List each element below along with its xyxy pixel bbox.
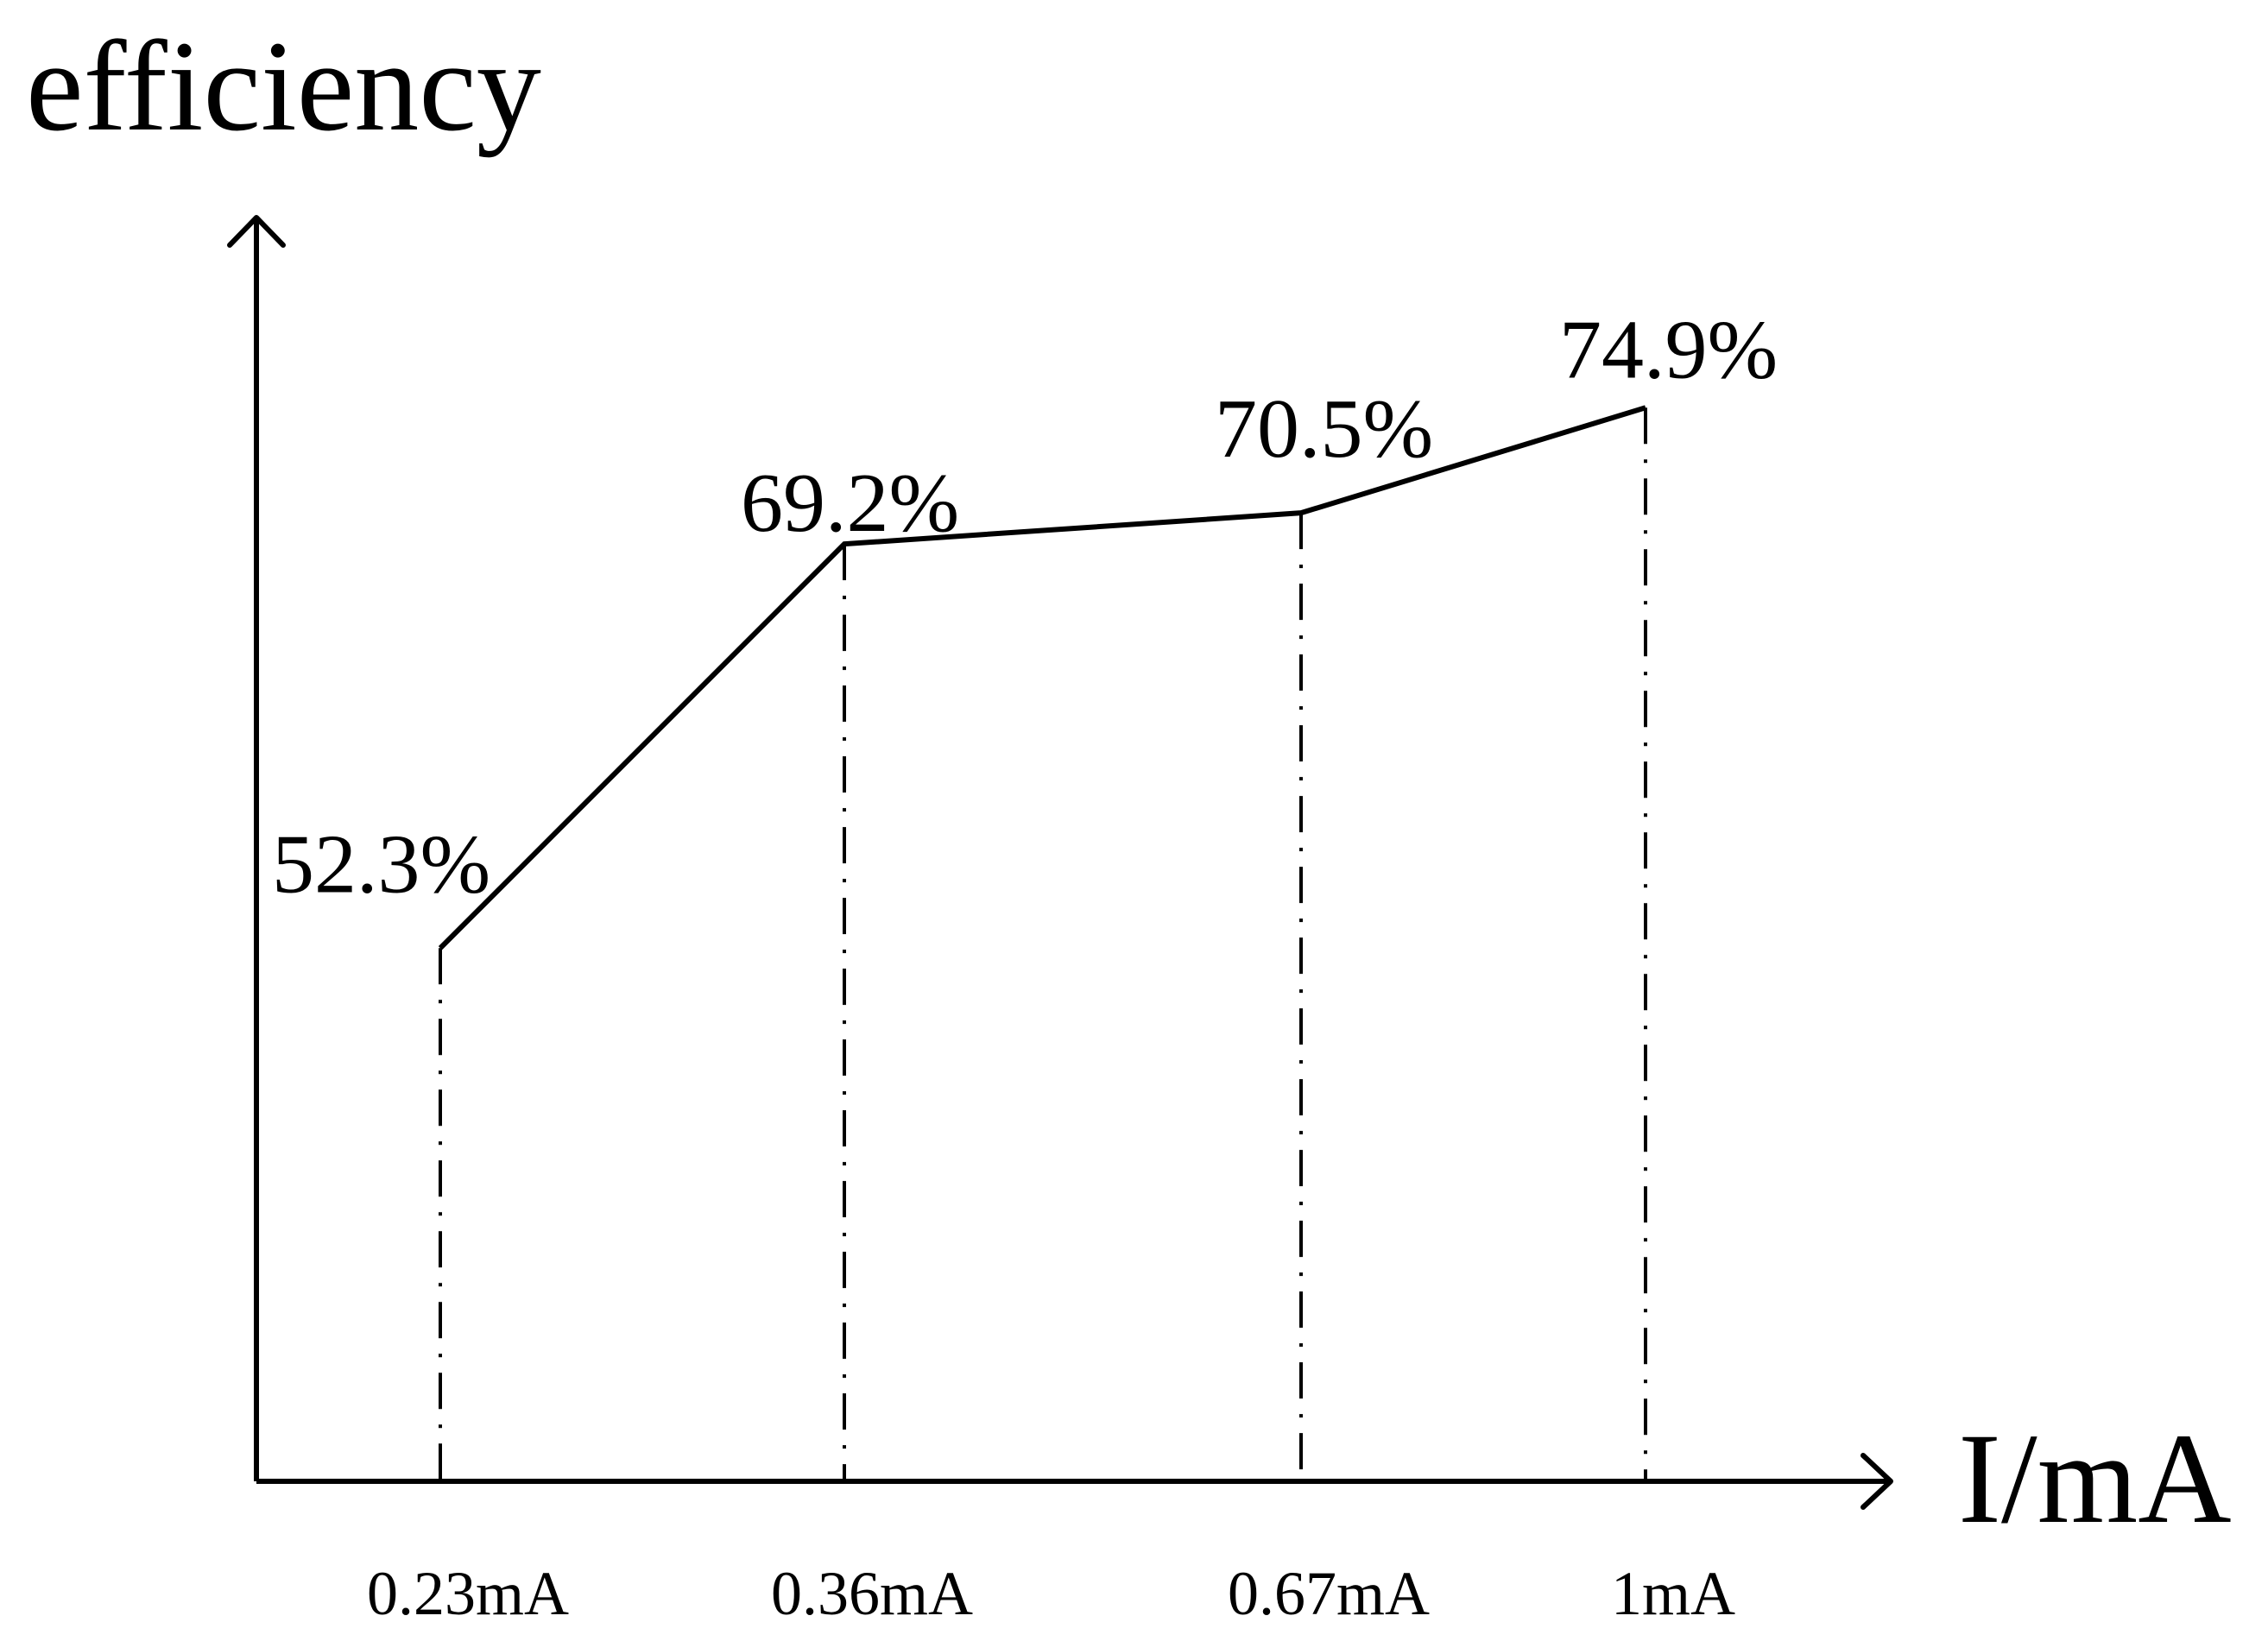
x-tick-label-3: 0.67mA bbox=[1228, 1559, 1430, 1628]
data-label-1: 52.3% bbox=[272, 817, 490, 911]
x-tick-labels: 0.23mA 0.36mA 0.67mA 1mA bbox=[367, 1559, 1735, 1628]
x-axis-title: I/mA bbox=[1958, 1407, 2232, 1550]
series-line-efficiency bbox=[438, 405, 1646, 950]
x-tick-label-1: 0.23mA bbox=[367, 1559, 569, 1628]
data-label-2: 69.2% bbox=[741, 457, 959, 550]
x-axis-arrow-icon bbox=[1861, 1453, 1893, 1510]
data-label-3: 70.5% bbox=[1215, 382, 1433, 476]
guide-lines bbox=[439, 407, 1647, 1481]
axes bbox=[227, 215, 1893, 1510]
data-label-4: 74.9% bbox=[1559, 303, 1778, 396]
x-tick-label-4: 1mA bbox=[1611, 1559, 1735, 1628]
y-axis-arrow-icon bbox=[227, 215, 286, 248]
data-labels: 52.3% 69.2% 70.5% 74.9% bbox=[272, 303, 1778, 911]
x-tick-label-2: 0.36mA bbox=[771, 1559, 973, 1628]
y-axis-title: efficiency bbox=[26, 15, 541, 158]
